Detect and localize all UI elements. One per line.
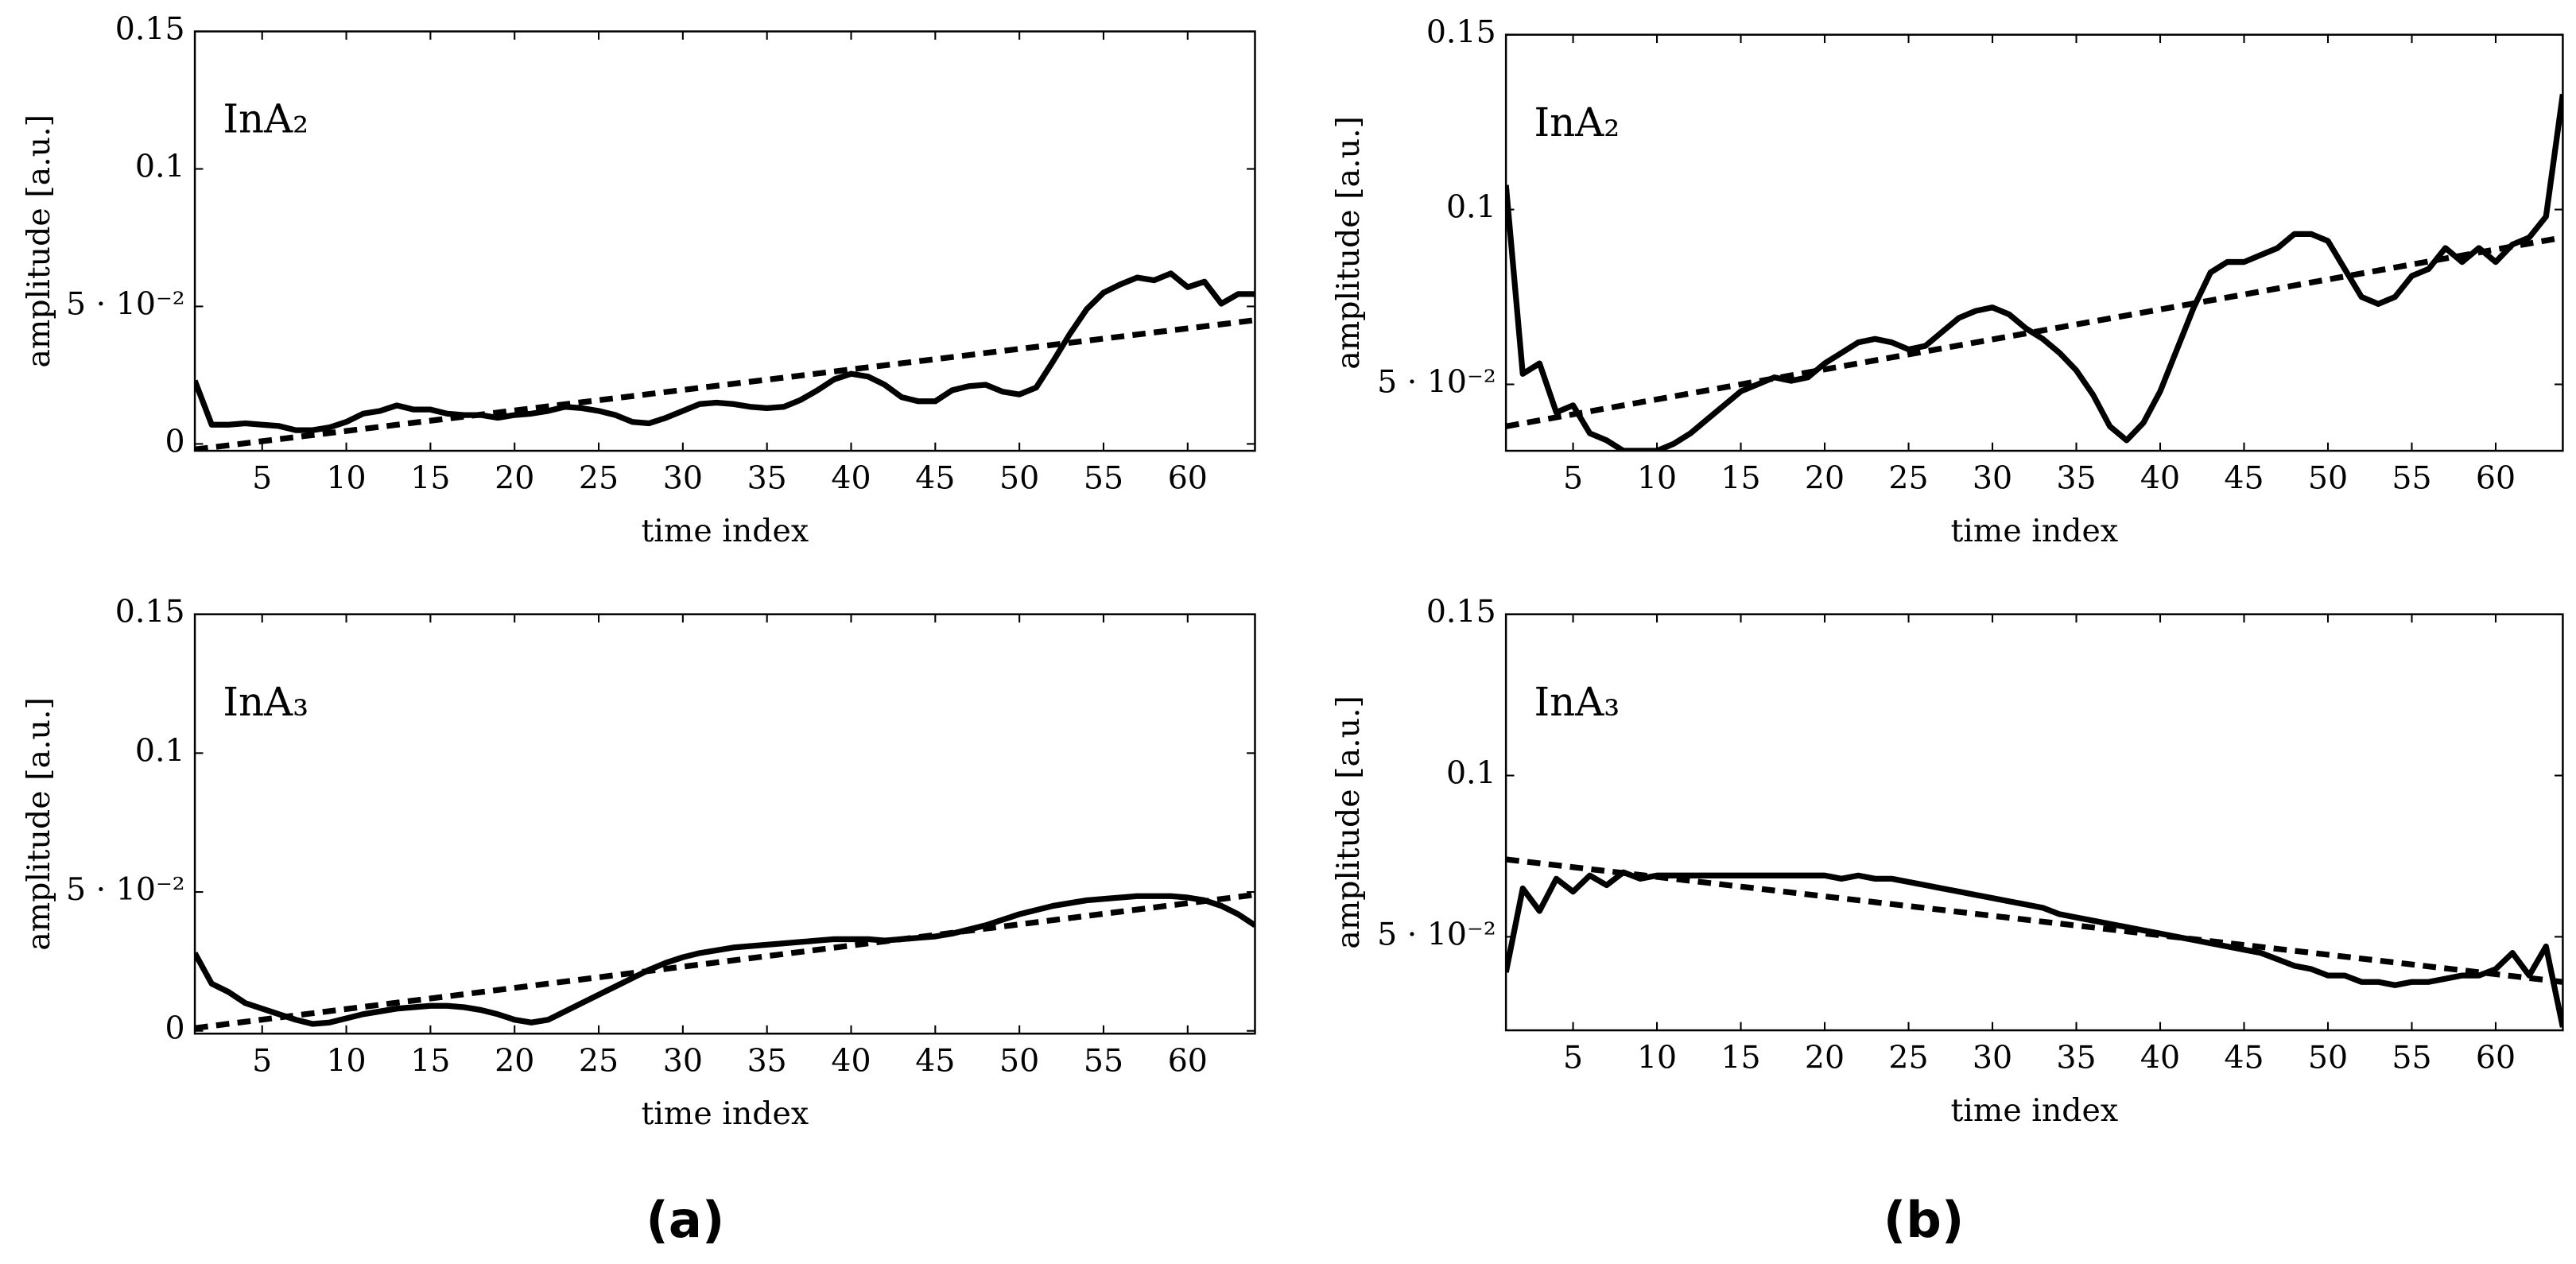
x-tick-label: 50 [999, 1043, 1039, 1080]
x-tick-label: 55 [2392, 1039, 2431, 1076]
x-tick-label: 35 [747, 1043, 787, 1080]
data-line [195, 891, 1255, 1031]
plot: 5 10 15 20 25 30 35 40 45 50 55 60 0 5 · 10⁻² 0.1 0.15 t… [21, 11, 1256, 549]
x-tick-label: 45 [2224, 1039, 2264, 1076]
plot: 5 10 15 20 25 30 35 40 45 50 55 60 5 · 10⁻² 0.1 0.15 ti… [1330, 594, 2564, 1129]
axes-frame [193, 613, 1256, 1035]
x-tick-label: 60 [1168, 459, 1208, 496]
axes-frame [193, 30, 1256, 452]
y-axis-label: amplitude [a.u.] [21, 697, 57, 951]
y-tick-label: 0.1 [135, 148, 185, 184]
x-tick-label: 10 [1637, 459, 1677, 496]
y-tick-label: 0.15 [1426, 14, 1496, 51]
plot: 5 10 15 20 25 30 35 40 45 50 55 60 5 · 10⁻² 0.1 0.15 ti… [1330, 14, 2564, 549]
y-tick-label: 0.15 [115, 594, 185, 630]
y-tick-label: 5 · 10⁻² [1377, 363, 1496, 400]
x-tick-label: 10 [326, 1043, 366, 1080]
x-tick-label: 30 [663, 1043, 703, 1080]
x-tick-label: 15 [410, 1043, 450, 1080]
x-tick-label: 40 [2140, 1039, 2180, 1076]
x-tick-label: 55 [2392, 459, 2431, 496]
y-tick-label: 5 · 10⁻² [1377, 916, 1496, 952]
x-tick-label: 50 [2308, 1039, 2348, 1076]
x-tick-label: 40 [831, 1043, 871, 1080]
x-tick-label: 25 [579, 459, 619, 496]
y-tick-label: 0.15 [115, 11, 185, 48]
x-tick-label: 35 [747, 459, 787, 496]
y-tick-label: 0 [165, 1010, 185, 1047]
x-axis-label: time index [641, 1095, 809, 1132]
x-tick-label: 60 [2476, 459, 2516, 496]
x-tick-label: 40 [831, 459, 871, 496]
x-tick-label: 10 [326, 459, 366, 496]
data-line [1506, 856, 2563, 985]
y-tick-label: 0.1 [1446, 755, 1496, 792]
x-tick-label: 50 [2308, 459, 2348, 496]
data-line [195, 893, 1255, 1027]
x-tick-label: 50 [999, 459, 1039, 496]
annotation: InA₃ [1534, 679, 1620, 725]
data-line [1506, 235, 2563, 429]
y-tick-label: 0.1 [135, 732, 185, 769]
data-line [1506, 869, 2563, 1028]
x-tick-label: 40 [2140, 459, 2180, 496]
axes-frame [1504, 613, 2564, 1032]
y-axis-label: amplitude [a.u.] [21, 114, 57, 368]
y-tick-label: 5 · 10⁻² [66, 285, 185, 322]
x-tick-label: 30 [663, 459, 703, 496]
annotation: InA₂ [223, 96, 308, 142]
x-tick-label: 20 [1805, 459, 1845, 496]
data-line [195, 317, 1255, 452]
x-tick-label: 10 [1637, 1039, 1677, 1076]
x-tick-label: 25 [1888, 1039, 1928, 1076]
x-tick-label: 15 [410, 459, 450, 496]
y-tick-label: 0.15 [1426, 594, 1496, 630]
x-tick-label: 30 [1973, 459, 2012, 496]
annotation: InA₃ [223, 679, 308, 725]
x-tick-label: 35 [2056, 1039, 2096, 1076]
x-tick-label: 60 [1168, 1043, 1208, 1080]
x-tick-label: 60 [2476, 1039, 2516, 1076]
x-tick-label: 45 [915, 1043, 955, 1080]
data-line [1506, 93, 2563, 452]
x-tick-label: 45 [2224, 459, 2264, 496]
x-tick-label: 20 [495, 1043, 534, 1080]
x-tick-label: 30 [1973, 1039, 2012, 1076]
y-tick-label: 5 · 10⁻² [66, 871, 185, 908]
x-tick-label: 5 [252, 459, 272, 496]
caption: (b) [1884, 1191, 1965, 1249]
x-tick-label: 25 [579, 1043, 619, 1080]
annotation: InA₂ [1534, 99, 1620, 145]
x-tick-label: 15 [1721, 459, 1760, 496]
x-tick-label: 5 [252, 1043, 272, 1080]
x-tick-label: 5 [1563, 1039, 1583, 1076]
x-tick-label: 25 [1888, 459, 1928, 496]
plot: 5 10 15 20 25 30 35 40 45 50 55 60 0 5 · 10⁻² 0.1 0.15 t… [21, 594, 1256, 1132]
data-line [195, 270, 1255, 433]
caption: (a) [646, 1191, 724, 1249]
x-tick-label: 45 [915, 459, 955, 496]
x-tick-label: 20 [495, 459, 534, 496]
y-axis-label: amplitude [a.u.] [1330, 116, 1367, 370]
x-tick-label: 20 [1805, 1039, 1845, 1076]
x-tick-label: 35 [2056, 459, 2096, 496]
x-axis-label: time index [1950, 513, 2118, 549]
axes-frame [1504, 33, 2564, 452]
x-axis-label: time index [641, 513, 809, 549]
y-tick-label: 0 [165, 423, 185, 459]
y-tick-label: 0.1 [1446, 189, 1496, 226]
x-axis-label: time index [1950, 1092, 2118, 1129]
x-tick-label: 15 [1721, 1039, 1760, 1076]
y-axis-label: amplitude [a.u.] [1330, 696, 1367, 949]
x-tick-label: 55 [1084, 1043, 1123, 1080]
x-tick-label: 5 [1563, 459, 1583, 496]
x-tick-label: 55 [1084, 459, 1123, 496]
